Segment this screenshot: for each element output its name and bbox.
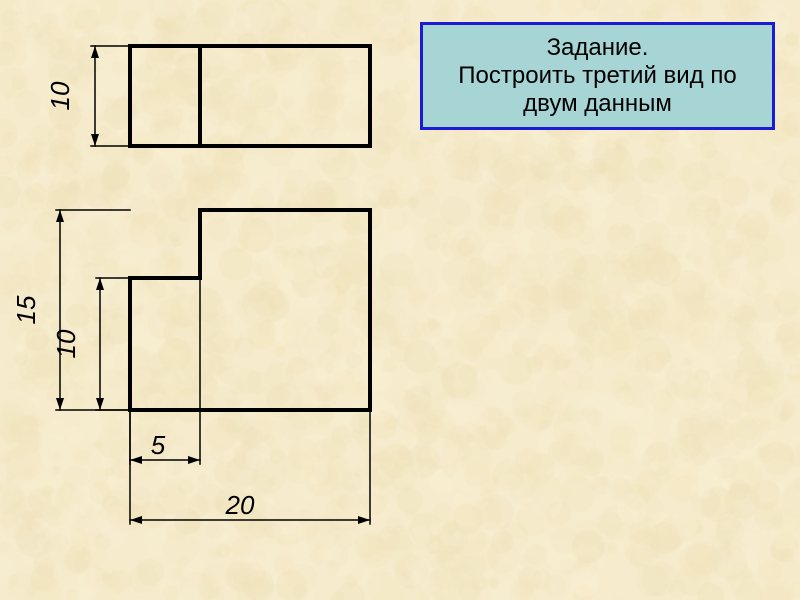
dim-label-10-v: 10 (45, 81, 75, 110)
front-view-outline (130, 210, 370, 410)
dim-label-5: 5 (151, 430, 166, 460)
dim-label-15-v: 15 (11, 295, 41, 324)
dim-label-10-front: 10 (51, 329, 81, 358)
dim-label-20-h: 20 (225, 490, 255, 520)
top-view-outline (130, 46, 370, 146)
task-title: Задание. (547, 34, 649, 62)
task-box: Задание. Построить третий вид по двум да… (420, 22, 775, 130)
task-body: Построить третий вид по двум данным (423, 62, 772, 118)
